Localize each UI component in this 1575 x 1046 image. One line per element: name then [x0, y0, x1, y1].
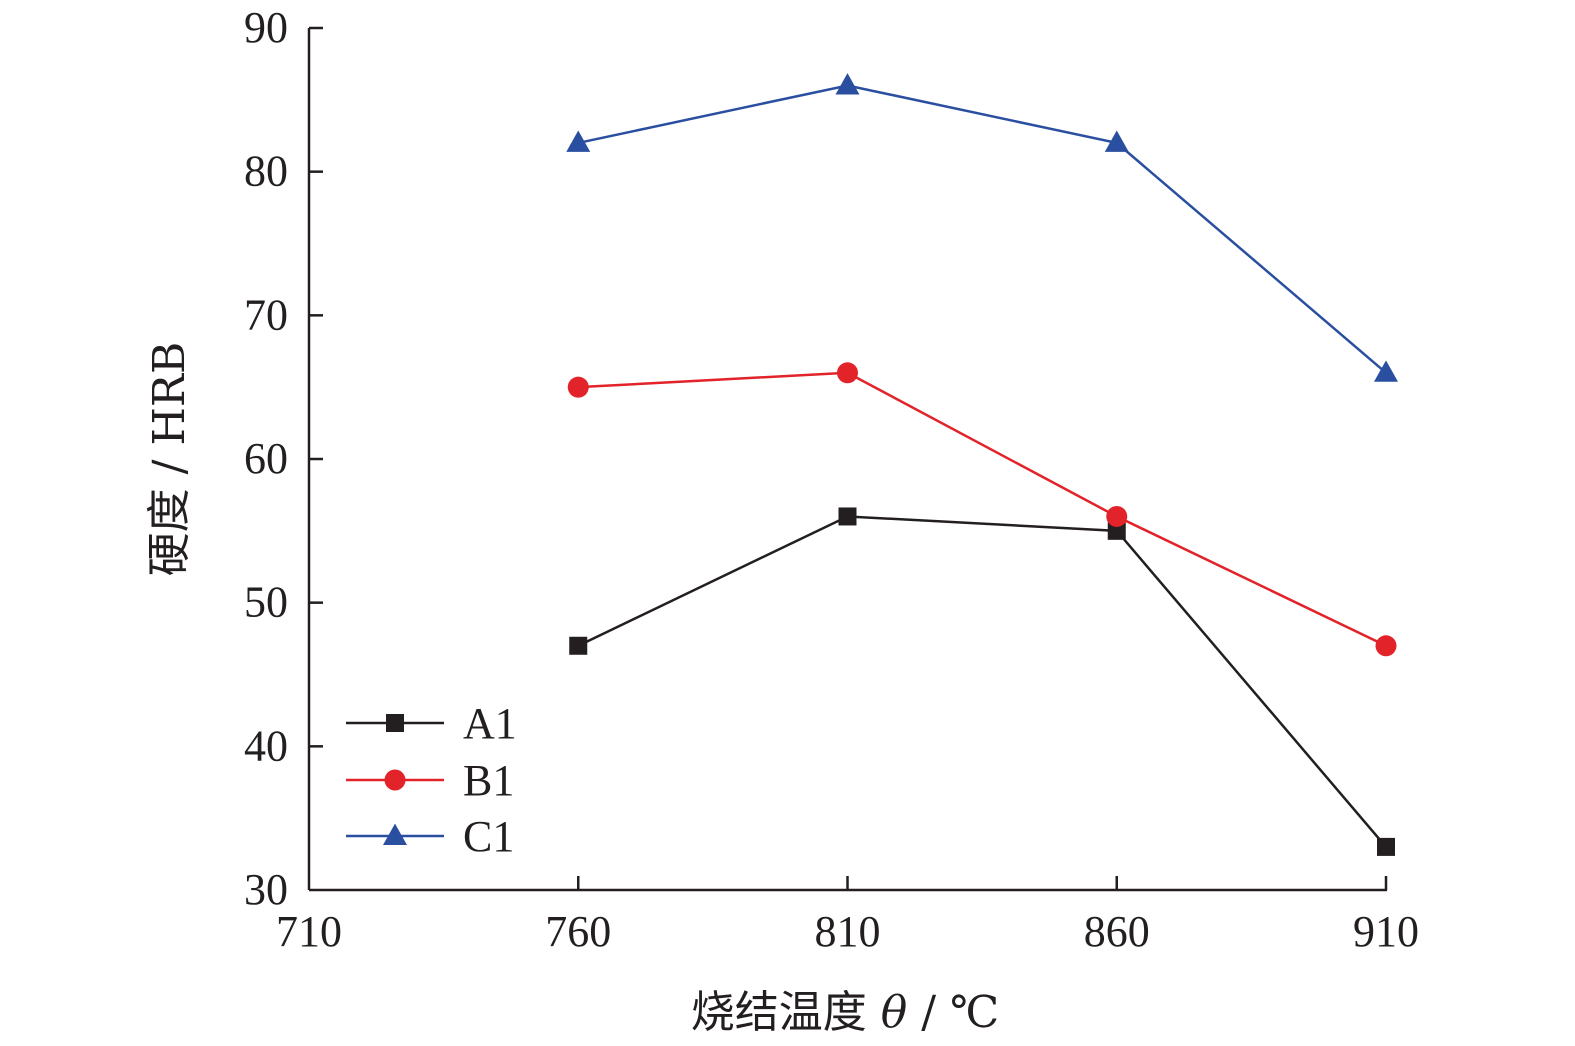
- data-point-a1: [1107, 521, 1126, 540]
- x-tick-label: 710: [276, 907, 342, 956]
- x-tick-label: 760: [545, 907, 611, 956]
- y-tick-label: 60: [244, 434, 288, 483]
- legend-marker-a1: [386, 714, 404, 732]
- series-line-c1: [577, 84, 1387, 374]
- legend-item-a1: A1: [346, 699, 517, 748]
- data-point-b1: [1375, 635, 1397, 657]
- data-point-b1: [567, 376, 589, 398]
- y-tick-label: 30: [244, 865, 288, 914]
- x-axis-title-symbol: θ: [881, 987, 908, 1038]
- data-point-c1: [566, 130, 591, 152]
- y-tick-label: 80: [244, 147, 288, 196]
- x-tick-label: 810: [815, 907, 881, 956]
- legend-label-b1: B1: [463, 756, 514, 805]
- data-point-a1: [1377, 837, 1395, 856]
- series-line-a1: [577, 515, 1387, 848]
- legend-marker-b1: [384, 769, 406, 791]
- y-tick-label: 50: [244, 578, 288, 627]
- legend-item-c1: C1: [346, 812, 514, 861]
- data-point-b1: [1106, 505, 1128, 527]
- y-tick-label: 40: [244, 721, 288, 770]
- x-ticks: 710 760 810 860 910: [276, 876, 1419, 956]
- series-b1: [567, 362, 1397, 657]
- x-axis-title: 烧结温度 θ / ℃: [691, 987, 1000, 1038]
- x-axis-title-main: 烧结温度: [691, 987, 881, 1038]
- data-point-a1: [838, 507, 857, 526]
- data-point-a1: [569, 636, 588, 655]
- legend-item-b1: B1: [346, 756, 514, 805]
- series-layer: [566, 73, 1398, 856]
- data-point-c1: [835, 73, 860, 95]
- data-point-c1: [1104, 130, 1129, 152]
- series-a1: [569, 507, 1395, 856]
- x-axis-title-unit: / ℃: [907, 987, 999, 1038]
- data-point-b1: [837, 362, 858, 384]
- legend-label-c1: C1: [463, 812, 514, 861]
- data-point-c1: [1374, 360, 1398, 382]
- legend: A1 B1 C1: [346, 699, 517, 861]
- y-axis-title: 硬度 / HRB: [144, 342, 195, 577]
- y-ticks: 30 40 50 60 70 80 90: [244, 3, 323, 914]
- series-line-b1: [578, 371, 1387, 647]
- y-tick-label: 70: [244, 290, 288, 339]
- x-tick-label: 860: [1084, 907, 1150, 956]
- x-tick-label: 910: [1353, 907, 1419, 956]
- y-tick-label: 90: [244, 3, 288, 52]
- series-c1: [566, 73, 1398, 382]
- legend-label-a1: A1: [463, 699, 517, 748]
- legend-marker-c1: [383, 823, 407, 845]
